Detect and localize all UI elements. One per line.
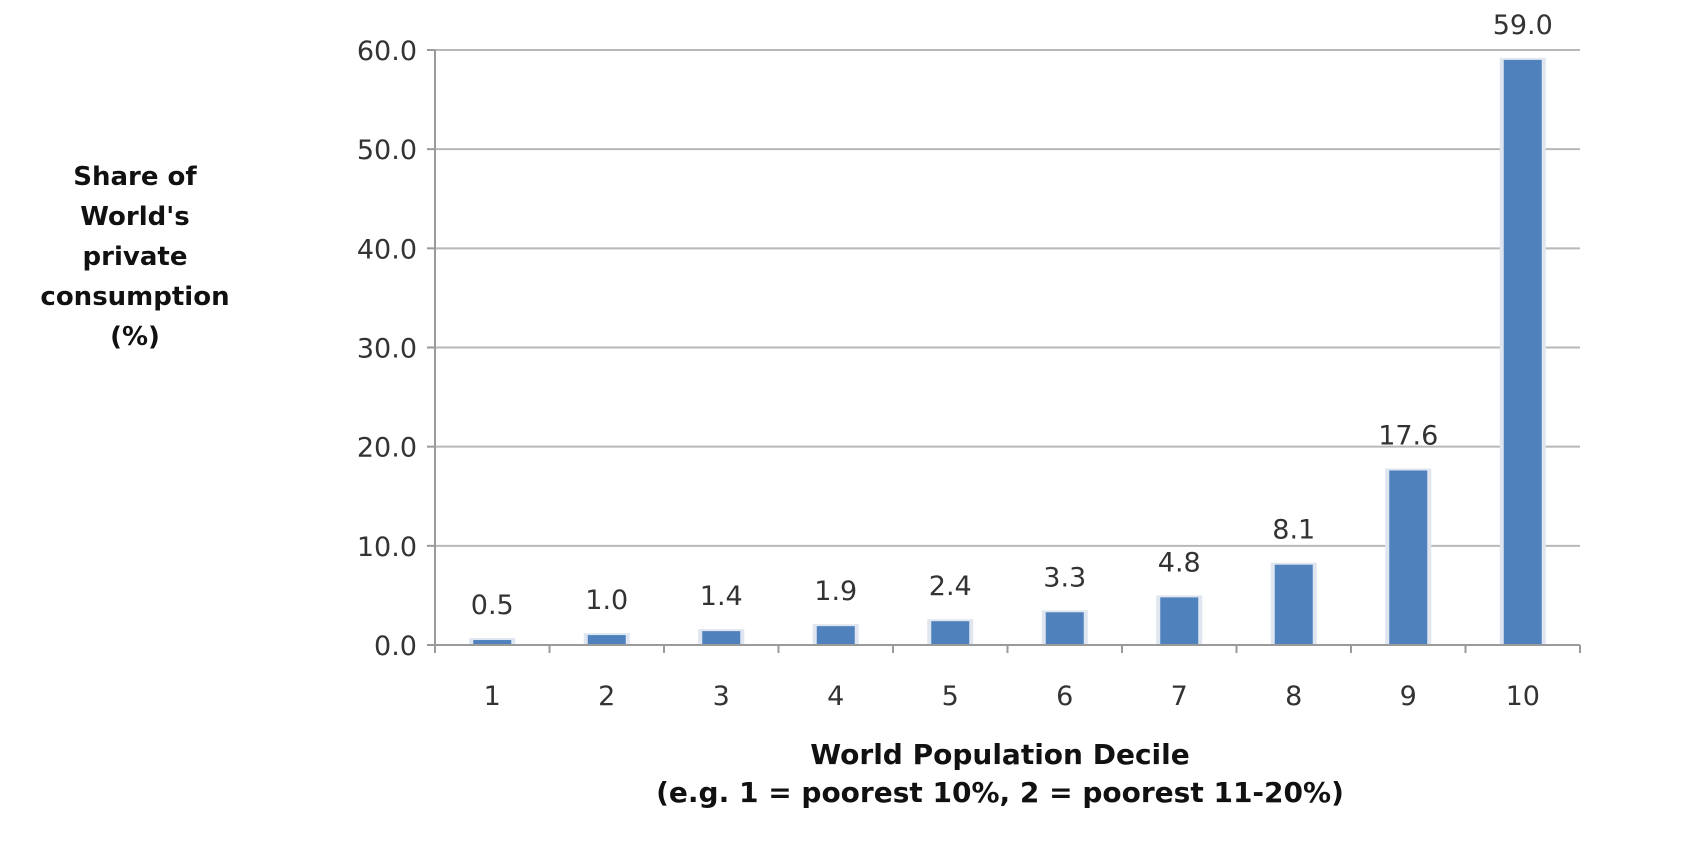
- data-label: 59.0: [1493, 10, 1553, 41]
- x-tick-label: 2: [598, 681, 615, 712]
- data-label: 0.5: [471, 590, 514, 621]
- y-tick-label: 10.0: [357, 532, 417, 563]
- bar: [1045, 612, 1084, 645]
- bar: [473, 640, 512, 645]
- x-axis-sublabel: (e.g. 1 = poorest 10%, 2 = poorest 11-20…: [656, 776, 1344, 809]
- x-tick-label: 7: [1171, 681, 1188, 712]
- data-label: 17.6: [1378, 420, 1438, 451]
- data-label: 2.4: [929, 571, 972, 602]
- data-label: 1.4: [700, 581, 743, 612]
- bar: [1274, 564, 1313, 645]
- x-tick-label: 6: [1056, 681, 1073, 712]
- y-tick-label: 50.0: [357, 135, 417, 166]
- y-axis-label: Share of World's private consumption (%): [0, 157, 270, 357]
- y-tick-label: 40.0: [357, 234, 417, 265]
- bar: [1160, 597, 1199, 645]
- x-tick-label: 5: [942, 681, 959, 712]
- data-label: 8.1: [1272, 515, 1315, 546]
- x-tick-label: 9: [1400, 681, 1417, 712]
- y-tick-label: 20.0: [357, 433, 417, 464]
- y-axis-label-line: private: [82, 242, 188, 272]
- bar: [702, 631, 741, 645]
- bars: [469, 57, 1546, 645]
- data-label: 1.0: [585, 585, 628, 616]
- y-tick-label: 30.0: [357, 334, 417, 365]
- y-axis-label-line: (%): [110, 322, 160, 352]
- x-tick-label: 1: [484, 681, 501, 712]
- axes: [427, 49, 1581, 653]
- bar: [931, 621, 970, 645]
- y-axis-label-line: Share of: [73, 162, 197, 192]
- x-tick-labels: 1 2 3 4 5 6 7 8 9 10: [484, 681, 1540, 712]
- data-labels: 0.5 1.0 1.4 1.9 2.4 3.3 4.8 8.1 17.6 59.0: [471, 10, 1553, 621]
- x-axis-label: World Population Decile: [810, 738, 1190, 771]
- x-tick-label: 8: [1285, 681, 1302, 712]
- y-axis-label-line: World's: [80, 202, 190, 232]
- data-label: 1.9: [814, 576, 857, 607]
- bar: [587, 635, 626, 645]
- bar: [1503, 59, 1542, 645]
- data-label: 4.8: [1158, 547, 1201, 578]
- x-tick-label: 4: [827, 681, 844, 712]
- x-tick-label: 10: [1506, 681, 1540, 712]
- bar: [1389, 470, 1428, 645]
- y-tick-label: 60.0: [357, 36, 417, 67]
- y-tick-labels: 0.0 10.0 20.0 30.0 40.0 50.0 60.0: [357, 36, 417, 662]
- data-label: 3.3: [1043, 562, 1086, 593]
- y-axis-label-line: consumption: [40, 282, 230, 312]
- x-tick-label: 3: [713, 681, 730, 712]
- bar: [816, 626, 855, 645]
- y-tick-label: 0.0: [374, 631, 417, 662]
